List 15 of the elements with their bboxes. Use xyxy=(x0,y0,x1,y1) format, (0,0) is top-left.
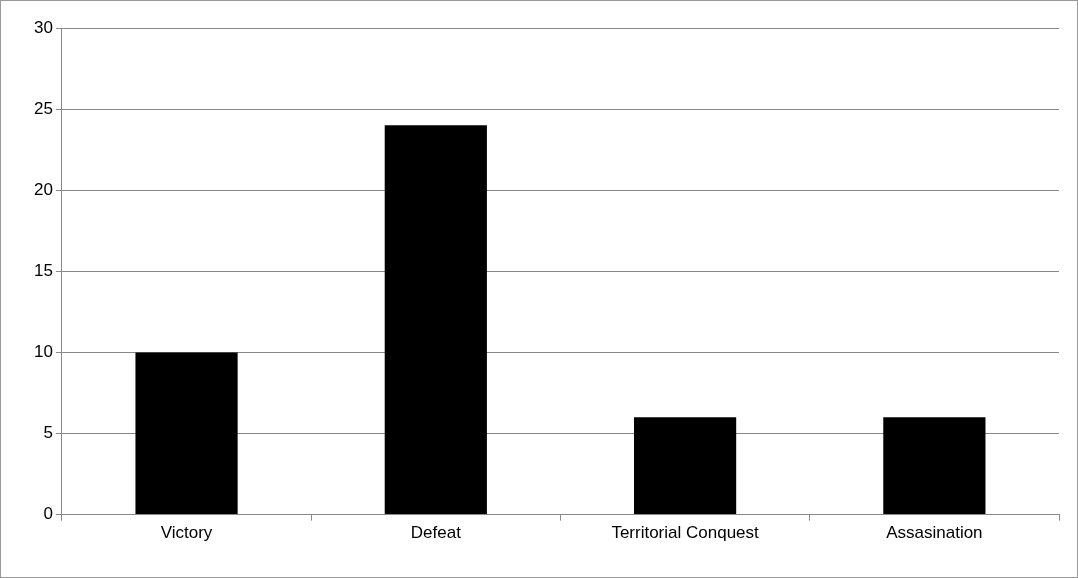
y-tick-label: 5 xyxy=(43,423,53,443)
bar xyxy=(135,352,238,515)
y-tick-label: 10 xyxy=(33,342,53,362)
bar xyxy=(384,125,487,515)
bar xyxy=(633,417,737,515)
y-tick-label: 15 xyxy=(33,260,53,280)
x-tick-label: Victory xyxy=(160,523,213,543)
x-tick-label: Assasination xyxy=(886,523,983,543)
y-tick-label: 25 xyxy=(33,98,53,118)
y-tick-label: 20 xyxy=(33,179,53,199)
x-tick-label: Territorial Conquest xyxy=(611,523,760,543)
y-tick-label: 30 xyxy=(33,17,53,37)
y-tick-label: 0 xyxy=(43,504,53,524)
bar xyxy=(883,417,986,515)
x-tick-label: Defeat xyxy=(410,523,462,543)
